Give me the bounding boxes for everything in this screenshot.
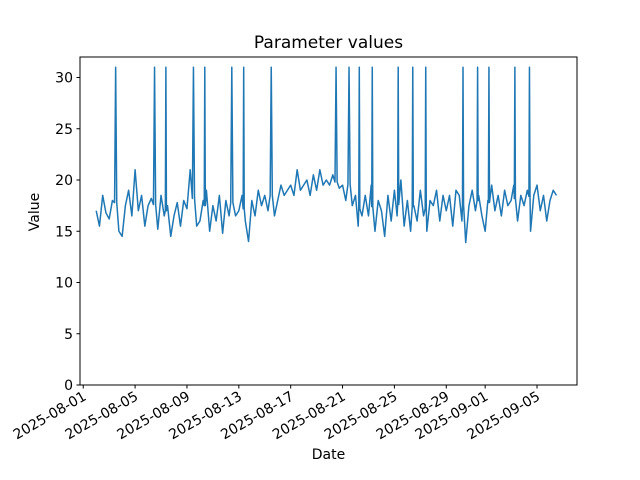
y-tick-label: 5 bbox=[64, 327, 73, 343]
plot-area: 2025-08-012025-08-052025-08-092025-08-13… bbox=[11, 56, 578, 443]
y-tick-label: 20 bbox=[55, 173, 73, 189]
x-axis-label: Date bbox=[311, 447, 346, 463]
data-line bbox=[95, 66, 558, 244]
y-tick-label: 30 bbox=[55, 71, 73, 87]
y-tick-label: 0 bbox=[64, 378, 73, 394]
y-axis-label: Value bbox=[27, 192, 43, 232]
axes-frame bbox=[79, 56, 578, 386]
chart-title: Parameter values bbox=[253, 33, 404, 53]
y-tick-label: 10 bbox=[55, 276, 73, 292]
y-tick-label: 25 bbox=[55, 122, 73, 138]
y-tick-label: 15 bbox=[55, 224, 73, 240]
